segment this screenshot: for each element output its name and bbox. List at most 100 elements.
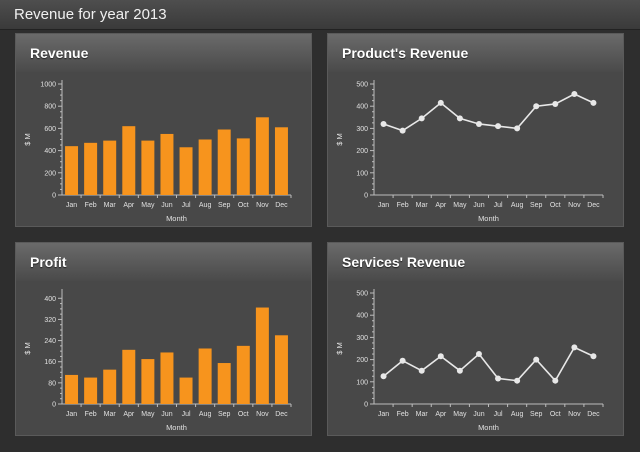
revenue-panel: Revenue 0 200 400 600 800 1000 $ M Jan Feb Mar Apr…: [15, 33, 312, 227]
bar: [217, 129, 231, 195]
data-point: [399, 357, 406, 364]
bar: [274, 127, 288, 195]
x-tick-label: Sep: [530, 202, 543, 209]
bar: [160, 133, 174, 195]
bar: [179, 147, 193, 195]
y-tick-label: 300: [356, 126, 368, 133]
bar: [160, 352, 174, 404]
x-tick-label: Jan: [66, 411, 77, 418]
data-point: [456, 115, 463, 122]
y-tick-label: 100: [356, 170, 368, 177]
x-tick-label: Jan: [378, 202, 389, 209]
bar: [141, 140, 155, 195]
x-tick-label: Mar: [104, 411, 117, 418]
panel-title: Profit: [30, 254, 67, 270]
products-revenue-panel: Product's Revenue 0 100 200 300 400 500 $ M Jan…: [327, 33, 624, 227]
bar: [274, 335, 288, 404]
panel-title: Product's Revenue: [342, 45, 469, 61]
x-tick-label: Dec: [275, 411, 288, 418]
bar: [122, 349, 136, 404]
y-tick-label: 160: [44, 359, 56, 366]
data-point: [437, 99, 444, 106]
title-bar: Revenue for year 2013: [0, 0, 640, 30]
bar: [84, 377, 98, 404]
services-revenue-panel: Services' Revenue 0 100 200 300 400 500 $ M Jan…: [327, 242, 624, 436]
x-tick-label: Nov: [256, 202, 269, 209]
revenue-chart: 0 200 400 600 800 1000 $ M Jan Feb Mar Apr May Jun Ju…: [23, 80, 292, 223]
data-point: [495, 375, 502, 382]
y-tick-label: 300: [356, 335, 368, 342]
y-tick-label: 400: [356, 313, 368, 320]
x-axis-title: Month: [478, 214, 499, 223]
data-point: [380, 120, 387, 127]
x-tick-label: Mar: [416, 411, 429, 418]
y-tick-label: 500: [356, 82, 368, 89]
panel-title: Revenue: [30, 45, 89, 61]
y-tick-label: 200: [356, 357, 368, 364]
y-axis-title: $ M: [335, 342, 344, 355]
data-point: [399, 127, 406, 134]
x-tick-label: Apr: [435, 202, 447, 209]
y-tick-label: 80: [48, 380, 56, 387]
services-revenue-chart: 0 100 200 300 400 500 $ M Jan Feb Mar Apr May Jun Jul…: [335, 289, 604, 432]
panel-header: Product's Revenue: [328, 34, 623, 72]
x-tick-label: Oct: [238, 411, 249, 418]
y-tick-label: 400: [44, 296, 56, 303]
x-tick-label: May: [453, 202, 467, 209]
x-tick-label: Mar: [416, 202, 429, 209]
x-tick-label: Sep: [218, 411, 231, 418]
y-tick-label: 200: [44, 170, 56, 177]
data-point: [571, 344, 578, 351]
bar: [217, 363, 231, 404]
x-tick-label: May: [453, 411, 467, 418]
x-tick-label: Dec: [587, 202, 600, 209]
x-tick-label: Feb: [397, 202, 409, 209]
y-tick-label: 400: [44, 148, 56, 155]
x-tick-label: Apr: [123, 202, 135, 209]
y-tick-label: 0: [52, 193, 56, 200]
bar: [236, 345, 250, 404]
y-tick-label: 0: [52, 402, 56, 409]
data-point: [475, 351, 482, 358]
products-revenue-chart: 0 100 200 300 400 500 $ M Jan Feb Mar Apr May Jun Jul…: [335, 80, 604, 223]
profit-panel: Profit 0 80 160 240 320 400 $ M Jan Feb Mar Apr May…: [15, 242, 312, 436]
y-tick-label: 0: [364, 402, 368, 409]
x-tick-label: Nov: [568, 202, 581, 209]
panel-header: Profit: [16, 243, 311, 281]
x-axis-title: Month: [166, 214, 187, 223]
data-point: [571, 90, 578, 97]
page-title: Revenue for year 2013: [14, 6, 167, 23]
y-tick-label: 400: [356, 104, 368, 111]
data-point: [380, 373, 387, 380]
bar: [65, 146, 79, 195]
x-tick-label: Feb: [85, 411, 97, 418]
x-tick-label: Jun: [161, 411, 172, 418]
y-axis-title: $ M: [23, 342, 32, 355]
bar: [122, 126, 136, 195]
x-tick-label: May: [141, 411, 155, 418]
data-point: [590, 353, 597, 360]
data-point: [514, 377, 521, 384]
data-point: [418, 367, 425, 374]
x-tick-label: Jan: [378, 411, 389, 418]
bar: [236, 138, 250, 195]
bar: [255, 307, 269, 404]
data-point: [418, 115, 425, 122]
data-point: [456, 367, 463, 374]
y-tick-label: 320: [44, 317, 56, 324]
x-tick-label: Aug: [511, 202, 524, 209]
bar: [141, 359, 155, 404]
x-tick-label: Jul: [494, 202, 503, 209]
y-tick-label: 800: [44, 104, 56, 111]
x-tick-label: Dec: [275, 202, 288, 209]
x-tick-label: Oct: [550, 202, 561, 209]
data-point: [495, 123, 502, 130]
x-tick-label: Apr: [435, 411, 447, 418]
bar: [103, 369, 117, 404]
y-axis-title: $ M: [335, 133, 344, 146]
bar: [198, 139, 212, 195]
y-axis-title: $ M: [23, 133, 32, 146]
x-tick-label: Sep: [530, 411, 543, 418]
x-tick-label: Oct: [238, 202, 249, 209]
x-tick-label: Oct: [550, 411, 561, 418]
